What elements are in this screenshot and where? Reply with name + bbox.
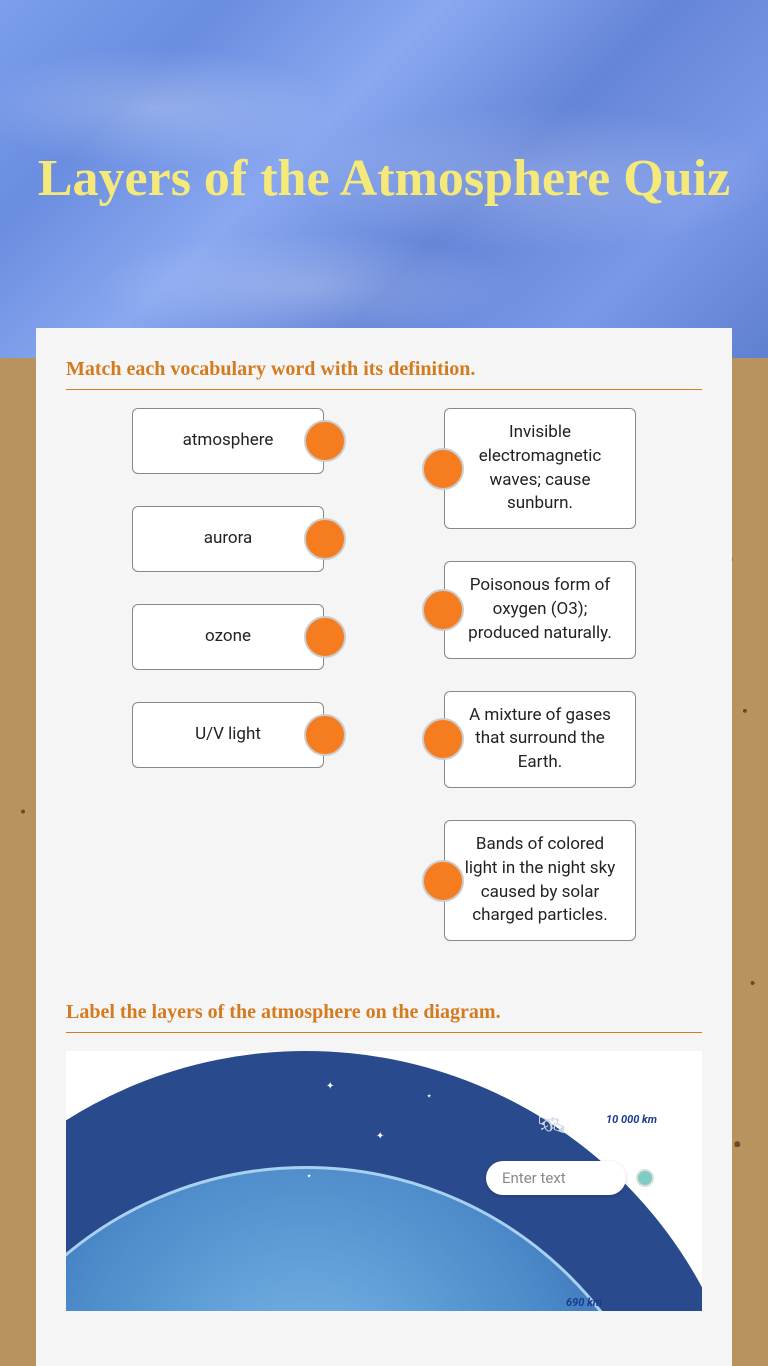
match-term-label: aurora — [204, 527, 253, 551]
match-def-0[interactable]: Invisible electromagnetic waves; cause s… — [444, 408, 636, 529]
match-left-column: atmosphere aurora ozone U/V light — [132, 408, 324, 941]
match-dot-icon[interactable] — [422, 718, 464, 760]
section2-title: Label the layers of the atmosphere on th… — [66, 1001, 702, 1033]
star-icon: ✦ — [326, 1081, 334, 1092]
match-dot-icon[interactable] — [304, 714, 346, 756]
match-right-column: Invisible electromagnetic waves; cause s… — [444, 408, 636, 941]
star-icon: ✦ — [486, 1076, 494, 1087]
match-term-label: ozone — [205, 625, 251, 649]
star-icon: ⋆ — [426, 1091, 432, 1102]
match-term-label: U/V light — [195, 723, 261, 747]
star-icon: ✦ — [376, 1131, 384, 1142]
match-dot-icon[interactable] — [422, 589, 464, 631]
page-title: Layers of the Atmosphere Quiz — [38, 144, 730, 214]
section1-title: Match each vocabulary word with its defi… — [66, 358, 702, 390]
atmosphere-diagram: ✦ ✦ ⋆ ⋆ ✦ 🛰 10 000 km 690 km Enter text — [66, 1051, 702, 1311]
header-sky: Layers of the Atmosphere Quiz — [0, 0, 768, 358]
star-icon: ⋆ — [306, 1171, 312, 1182]
match-term-aurora[interactable]: aurora — [132, 506, 324, 572]
distance-label-10000: 10 000 km — [606, 1113, 657, 1126]
match-term-uvlight[interactable]: U/V light — [132, 702, 324, 768]
match-dot-icon[interactable] — [304, 616, 346, 658]
content-card: Match each vocabulary word with its defi… — [36, 328, 732, 1366]
match-dot-icon[interactable] — [304, 420, 346, 462]
match-def-label: Poisonous form of oxygen (O3); produced … — [459, 574, 621, 645]
match-dot-icon[interactable] — [304, 518, 346, 560]
match-def-label: Bands of colored light in the night sky … — [459, 833, 621, 928]
match-term-label: atmosphere — [183, 429, 274, 453]
match-def-2[interactable]: A mixture of gases that surround the Ear… — [444, 691, 636, 788]
layer-label-input[interactable]: Enter text — [486, 1161, 626, 1195]
satellite-icon: 🛰 — [536, 1111, 566, 1139]
match-term-atmosphere[interactable]: atmosphere — [132, 408, 324, 474]
match-def-3[interactable]: Bands of colored light in the night sky … — [444, 820, 636, 941]
match-dot-icon[interactable] — [422, 860, 464, 902]
match-container: atmosphere aurora ozone U/V light Invisi… — [66, 408, 702, 941]
match-def-1[interactable]: Poisonous form of oxygen (O3); produced … — [444, 561, 636, 658]
match-dot-icon[interactable] — [422, 448, 464, 490]
input-anchor-dot-icon[interactable] — [636, 1169, 654, 1187]
label-input-group: Enter text — [486, 1161, 654, 1195]
match-def-label: Invisible electromagnetic waves; cause s… — [459, 421, 621, 516]
match-term-ozone[interactable]: ozone — [132, 604, 324, 670]
distance-label-690: 690 km — [566, 1296, 602, 1309]
match-def-label: A mixture of gases that surround the Ear… — [459, 704, 621, 775]
